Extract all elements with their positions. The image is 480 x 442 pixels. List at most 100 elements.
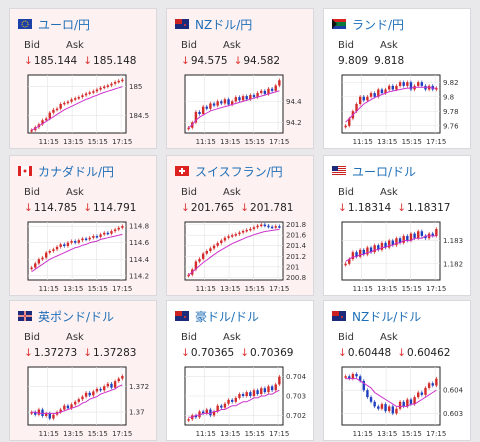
currency-card[interactable]: 豪ドル/ドル Bid Ask ↓0.70365 ↓0.70369 0.704 0.703 0.… bbox=[166, 300, 314, 441]
candle-body bbox=[238, 232, 241, 235]
bid-value: 1.18314 bbox=[347, 202, 392, 214]
y-tick-label: 94.4 bbox=[286, 98, 302, 106]
candle-body bbox=[95, 388, 99, 392]
bid-ask-labels: Bid Ask bbox=[181, 332, 241, 343]
candle-body bbox=[41, 120, 44, 125]
x-tick-label: 11:15 bbox=[353, 138, 373, 146]
candle-body bbox=[435, 378, 438, 386]
candle-body bbox=[44, 118, 48, 121]
price-chart[interactable]: 114.8 114.6 114.4 114.2 11:15 13:15 15:15 17:15 bbox=[24, 218, 150, 294]
candle-body bbox=[260, 224, 263, 227]
ca-flag-icon bbox=[18, 166, 32, 176]
card-header: 豪ドル/ドル bbox=[175, 307, 309, 325]
x-tick-label: 15:15 bbox=[245, 138, 265, 146]
price-chart[interactable]: 185 184.5 11:15 13:15 15:15 17:15 bbox=[24, 71, 149, 147]
candle-body bbox=[263, 388, 267, 393]
pair-title-link[interactable]: 豪ドル/ドル bbox=[195, 309, 260, 324]
y-tick-label: 185 bbox=[129, 83, 142, 91]
currency-card[interactable]: スイスフラン/円 Bid Ask ↓201.765 ↓201.781 201.8 201.6… bbox=[166, 155, 314, 296]
candle-body bbox=[99, 388, 102, 391]
candle-body bbox=[267, 88, 270, 94]
currency-card[interactable]: 英ポンド/ドル Bid Ask ↓1.37273 ↓1.37283 1.372 1.37 11… bbox=[9, 300, 157, 441]
price-chart[interactable]: 0.604 0.603 11:15 13:15 15:15 17:15 bbox=[338, 363, 464, 439]
candle-body bbox=[369, 397, 373, 402]
pair-title-link[interactable]: カナダドル/円 bbox=[38, 164, 115, 179]
currency-card[interactable]: NZドル/円 Bid Ask ↓94.575 ↓94.582 94.4 94.2 11:15 1… bbox=[166, 8, 314, 149]
price-chart[interactable]: 201.8 201.6 201.4 201.2 201 200.8 11:15 13:15 15… bbox=[181, 218, 307, 294]
moving-average-line bbox=[188, 228, 280, 276]
currency-card[interactable]: NZドル/ドル Bid Ask ↓0.60448 ↓0.60462 0.604 0.603 1… bbox=[323, 300, 471, 441]
candle-body bbox=[201, 253, 205, 259]
moving-average-line bbox=[31, 233, 123, 273]
candle-body bbox=[431, 233, 434, 236]
candle-body bbox=[37, 409, 41, 415]
y-tick-label: 200.8 bbox=[286, 274, 306, 282]
bid-ask-labels: Bid Ask bbox=[338, 187, 398, 198]
x-tick-label: 15:15 bbox=[402, 138, 422, 146]
chart-svg: 0.604 0.603 11:15 13:15 15:15 17:15 bbox=[341, 366, 464, 438]
ask-value: 201.781 bbox=[250, 202, 294, 214]
down-arrow-icon: ↓ bbox=[83, 202, 93, 214]
pair-title-link[interactable]: NZドル/ドル bbox=[352, 309, 422, 324]
pair-title-link[interactable]: スイスフラン/円 bbox=[195, 164, 283, 179]
currency-card[interactable]: カナダドル/円 Bid Ask ↓114.785 ↓114.791 114.8 114.6 1… bbox=[9, 155, 157, 296]
down-arrow-icon: ↓ bbox=[240, 347, 250, 359]
bid-ask-values: ↓201.765 ↓201.781 bbox=[181, 202, 293, 214]
bid-label: Bid bbox=[338, 187, 354, 198]
pair-title-link[interactable]: ユーロ/円 bbox=[38, 17, 91, 32]
moving-average-line bbox=[188, 90, 280, 129]
candle-body bbox=[187, 274, 190, 277]
candle-body bbox=[252, 95, 256, 98]
candle-body bbox=[77, 240, 81, 243]
x-tick-label: 13:15 bbox=[377, 430, 397, 438]
candle-body bbox=[384, 404, 387, 412]
x-tick-label: 11:15 bbox=[196, 285, 216, 293]
price-chart[interactable]: 9.82 9.8 9.78 9.76 11:15 13:15 15:15 17:15 bbox=[338, 71, 460, 147]
candle-body bbox=[220, 101, 223, 104]
candle-body bbox=[92, 391, 95, 396]
candle-body bbox=[435, 228, 438, 236]
candle-body bbox=[230, 101, 234, 105]
candle-body bbox=[417, 231, 420, 239]
candle-body bbox=[344, 263, 347, 266]
candle-body bbox=[73, 241, 77, 243]
bid-ask-labels: Bid Ask bbox=[181, 187, 241, 198]
down-arrow-icon: ↓ bbox=[233, 55, 243, 67]
currency-card[interactable]: ユーロ/ドル Bid Ask ↓1.18314 ↓1.18317 1.183 1.182 11… bbox=[323, 155, 471, 296]
candle-body bbox=[413, 233, 416, 239]
candle-body bbox=[406, 82, 409, 86]
candle-body bbox=[260, 90, 263, 93]
candle-body bbox=[220, 405, 223, 408]
candle-body bbox=[227, 236, 230, 238]
currency-card[interactable]: ランド/円 Bid Ask 9.809 9.818 9.82 9.8 9.78 9.76 11:1… bbox=[323, 8, 471, 149]
chart-svg: 114.8 114.6 114.4 114.2 11:15 13:15 15:15 17:15 bbox=[27, 221, 150, 293]
candle-body bbox=[234, 397, 238, 402]
candle-body bbox=[187, 127, 190, 130]
ask-label: Ask bbox=[223, 40, 241, 51]
candle-body bbox=[355, 373, 358, 377]
candle-body bbox=[48, 112, 51, 119]
ask-value: 9.818 bbox=[374, 55, 405, 67]
candle-body bbox=[413, 397, 416, 405]
candle-body bbox=[402, 82, 405, 86]
down-arrow-icon: ↓ bbox=[338, 202, 347, 214]
candle-body bbox=[34, 263, 37, 268]
candle-body bbox=[358, 96, 362, 104]
candle-body bbox=[198, 111, 201, 115]
candle-body bbox=[417, 392, 420, 398]
pair-title-link[interactable]: ユーロ/ドル bbox=[352, 164, 417, 179]
candle-body bbox=[205, 106, 208, 109]
candle-body bbox=[263, 224, 267, 227]
price-chart[interactable]: 94.4 94.2 11:15 13:15 15:15 17:15 bbox=[181, 71, 303, 147]
price-chart[interactable]: 1.372 1.37 11:15 13:15 15:15 17:15 bbox=[24, 363, 149, 439]
pair-title-link[interactable]: NZドル/円 bbox=[195, 17, 253, 32]
page-scrollbar[interactable] bbox=[472, 0, 480, 410]
currency-card[interactable]: ユーロ/円 Bid Ask ↓185.144 ↓185.148 185 184.5 11:15… bbox=[9, 8, 157, 149]
price-chart[interactable]: 0.704 0.703 0.702 11:15 13:15 15:15 17:15 bbox=[181, 363, 307, 439]
candle-body bbox=[256, 225, 259, 228]
ask-label: Ask bbox=[223, 187, 241, 198]
pair-title-link[interactable]: 英ポンド/ドル bbox=[38, 309, 115, 324]
pair-title-link[interactable]: ランド/円 bbox=[352, 17, 405, 32]
price-chart[interactable]: 1.183 1.182 11:15 13:15 15:15 17:15 bbox=[338, 218, 463, 294]
